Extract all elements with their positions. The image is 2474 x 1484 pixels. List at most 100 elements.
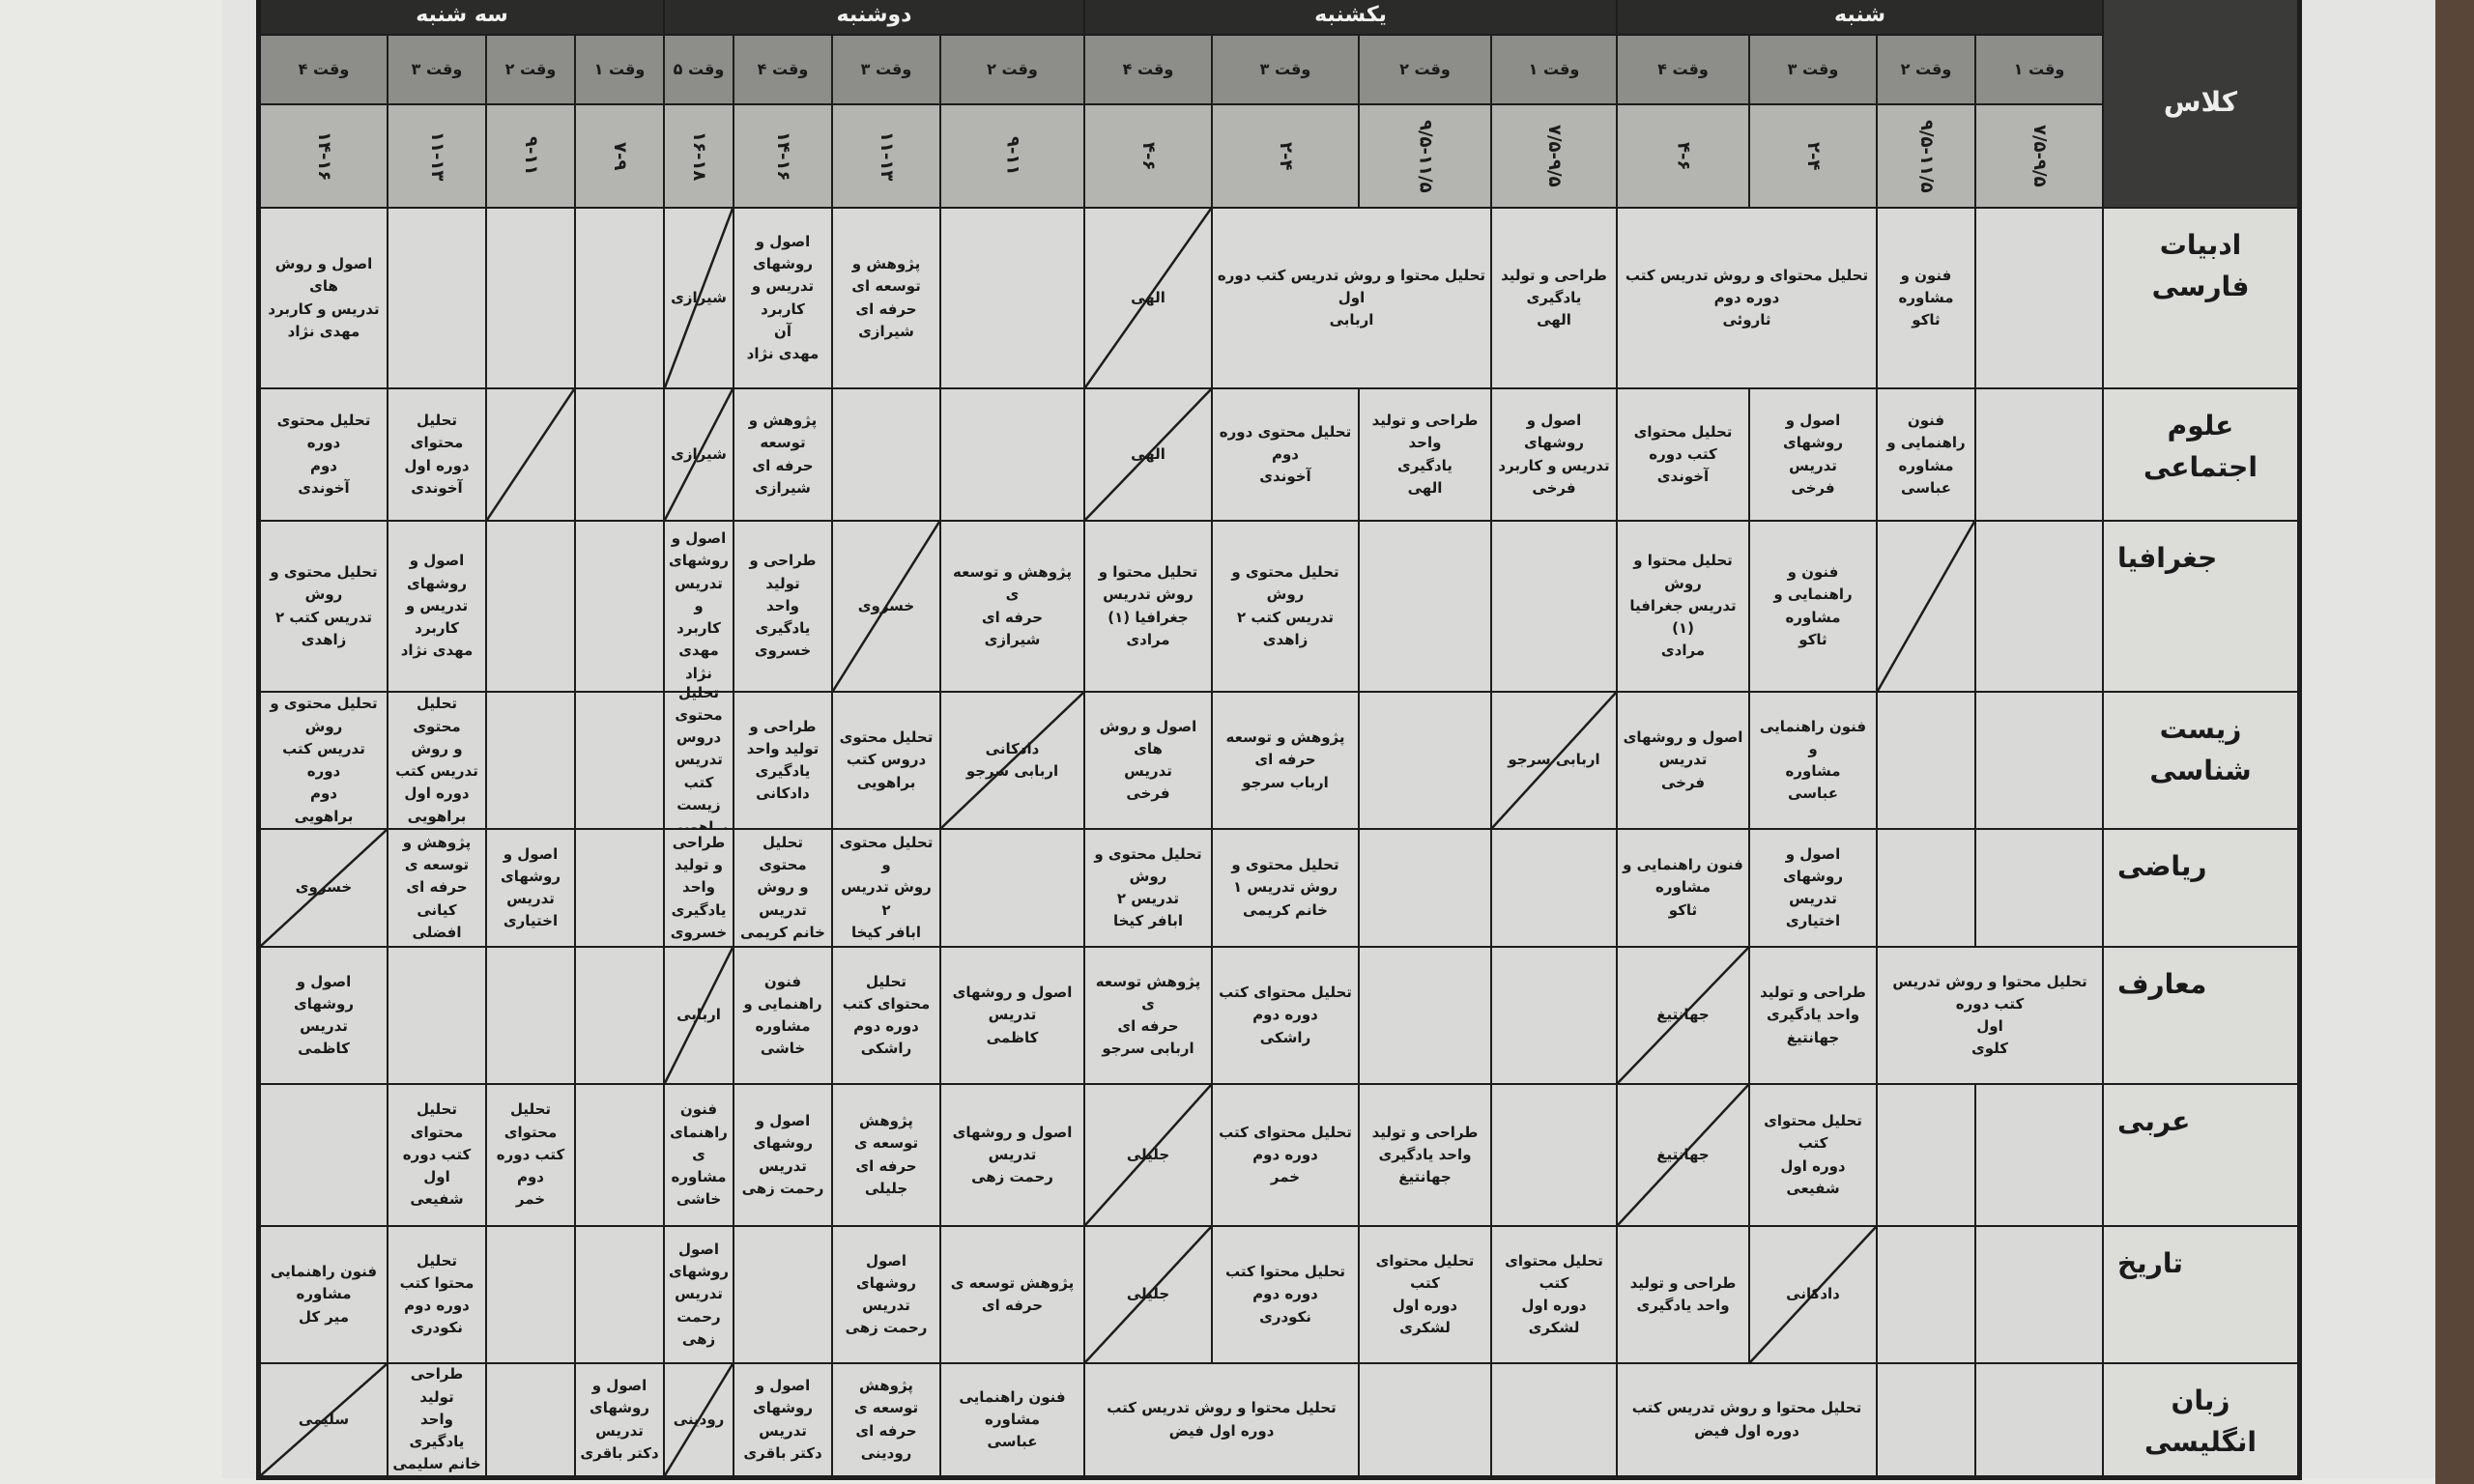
schedule-cell-empty	[1976, 693, 2102, 828]
schedule-cell-slashed: شیرازی	[665, 389, 733, 520]
schedule-cell-slashed: رودینی	[665, 1364, 733, 1475]
schedule-cell-empty	[487, 948, 574, 1083]
time-slot-label: وقت ۱	[1976, 36, 2102, 103]
schedule-cell: اصول روشهای تدریس رحمت زهی	[665, 1227, 733, 1362]
schedule-cell: اصول و روشهای تدریس دکتر باقری	[734, 1364, 831, 1475]
schedule-cell: اصول و روشهای تدریس اختیاری	[1750, 830, 1876, 946]
schedule-cell-empty	[941, 389, 1083, 520]
schedule-cell: فنون راهنمایی و مشاوره عباسی	[1750, 693, 1876, 828]
schedule-cell: تحلیل محتوای کتب دوره دوم راشکی	[833, 948, 939, 1083]
schedule-cell-empty	[941, 209, 1083, 387]
schedule-cell: تحلیل محتوای کتب دوره اول لشکری	[1492, 1227, 1616, 1362]
schedule-cell: پژوهش و توسعه حرفه ای شیرازی	[734, 389, 831, 520]
schedule-cell: اصول و روشهای تدریس و کاربرد آن مهدی نژا…	[734, 209, 831, 387]
schedule-cell-empty	[1976, 830, 2102, 946]
schedule-cell-slashed: سلیمی	[261, 1364, 387, 1475]
schedule-cell: تحلیل محتوی و روش تدریس ۲ ابافر کیخا	[1085, 830, 1211, 946]
schedule-cell-empty	[576, 948, 663, 1083]
schedule-cell: تحلیل محتوای کتب دوره اول شفیعی	[1750, 1085, 1876, 1225]
schedule-cell-empty	[1492, 830, 1616, 946]
schedule-cell-empty	[1360, 830, 1490, 946]
schedule-cell: اصول و روشهای تدریس اختیاری	[487, 830, 574, 946]
schedule-cell-empty	[388, 948, 485, 1083]
day-header: شنبه	[1618, 0, 2102, 34]
schedule-cell-empty	[576, 830, 663, 946]
schedule-cell: تحلیل محتوی دروس تدریس کتب زیست براهویی	[665, 684, 733, 836]
schedule-cell-empty	[487, 1364, 574, 1475]
time-slot-label: وقت ۲	[487, 36, 574, 103]
schedule-cell: تحلیل محتوی و روش تدریس کتب ۲ زاهدی	[261, 522, 387, 691]
schedule-cell-slashed: جلیلی	[1085, 1085, 1211, 1225]
schedule-cell: تحلیل محتوا و روش تدریس کتب دوره اول فیض	[1618, 1364, 1876, 1475]
class-name: ادبیات فارسی	[2104, 209, 2297, 387]
time-slot-label: وقت ۴	[1085, 36, 1211, 103]
class-name: جغرافیا	[2104, 522, 2297, 691]
schedule-cell-slashed	[1878, 522, 1974, 691]
time-slot-label: وقت ۲	[1878, 36, 1974, 103]
time-slot-label: وقت ۴	[261, 36, 387, 103]
schedule-cell-slashed: الهی	[1085, 209, 1211, 387]
schedule-cell: پژوهش توسعه ی حرفه ای	[941, 1227, 1083, 1362]
schedule-cell: فنون راهنمایی مشاوره عباسی	[941, 1364, 1083, 1475]
schedule-cell: اصول و روشهای تدریس رحمت زهی	[734, 1085, 831, 1225]
schedule-cell: تحلیل محتوی و روش تدریس ۲ ابافر کیخا	[833, 830, 939, 946]
schedule-cell: اصول و روشهای تدریس کاظمی	[261, 948, 387, 1083]
time-slot-label: وقت ۱	[1492, 36, 1616, 103]
schedule-cell: فنون راهنمایی و مشاوره ثاکو	[1618, 830, 1748, 946]
schedule-cell-empty	[1360, 948, 1490, 1083]
schedule-cell-empty	[1878, 693, 1974, 828]
schedule-cell-empty	[1976, 522, 2102, 691]
schedule-cell-empty	[1976, 209, 2102, 387]
schedule-cell-empty	[487, 209, 574, 387]
schedule-cell-slashed: خسروی	[833, 522, 939, 691]
schedule-cell: اصول و روشهای تدریس کاظمی	[941, 948, 1083, 1083]
schedule-cell-empty	[576, 1227, 663, 1362]
schedule-cell: پژوهش توسعه ی حرفه ای رودینی	[833, 1364, 939, 1475]
schedule-cell-empty	[1976, 389, 2102, 520]
time-slot-label: وقت ۳	[1750, 36, 1876, 103]
schedule-cell-empty	[576, 522, 663, 691]
time-range: ۱۶-۱۸	[665, 105, 733, 207]
schedule-cell: طراحی و تولید واحد یادگیری جهانتیغ	[1750, 948, 1876, 1083]
schedule-cell: فنون راهنمایی مشاوره میر کل	[261, 1227, 387, 1362]
schedule-cell: تحلیل محتوی دوره دوم آخوندی	[261, 389, 387, 520]
schedule-cell: اصول و روشهای تدریس و کاربرد فرخی	[1492, 389, 1616, 520]
class-name: زیست شناسی	[2104, 693, 2297, 828]
class-name: ریاضی	[2104, 830, 2297, 946]
day-header: دوشنبه	[665, 0, 1083, 34]
schedule-cell-empty	[1976, 1227, 2102, 1362]
schedule-cell-empty	[576, 389, 663, 520]
schedule-cell-slashed: دادکانی اربابی سرجو	[941, 693, 1083, 828]
time-range: ۱۱-۱۳	[833, 105, 939, 207]
schedule-cell: تحلیل محتوی و روش تدریس ۱ خانم کریمی	[1213, 830, 1358, 946]
time-slot-label: وقت ۳	[388, 36, 485, 103]
schedule-cell: فنون و مشاوره ثاکو	[1878, 209, 1974, 387]
schedule-cell-empty	[261, 1085, 387, 1225]
schedule-cell-empty	[1878, 1227, 1974, 1362]
schedule-cell: تحلیل محتوا و روش تدریس کتب دوره اول کلو…	[1878, 948, 2102, 1083]
schedule-cell: تحلیل محتوا و روش تدریس کتب دوره اول فیض	[1085, 1364, 1358, 1475]
schedule-cell: طراحی و تولید واحد یادگیری جهانتیغ	[1360, 1085, 1490, 1225]
time-range: ۱۴-۱۶	[734, 105, 831, 207]
schedule-cell: تحلیل محتوی دروس کتب براهویی	[833, 693, 939, 828]
class-name: عربی	[2104, 1085, 2297, 1225]
time-slot-label: وقت ۵	[665, 36, 733, 103]
schedule-cell-slashed: خسروی	[261, 830, 387, 946]
schedule-cell: فنون راهنمای ی مشاوره خاشی	[665, 1085, 733, 1225]
schedule-cell-slashed: جلیلی	[1085, 1227, 1211, 1362]
time-range: ۲-۴	[1750, 105, 1876, 207]
schedule-cell: تحلیل محتوی و روش تدریس خانم کریمی	[734, 830, 831, 946]
time-range: ۹-۱۱	[941, 105, 1083, 207]
time-range: ۹/۵-۱۱/۵	[1360, 105, 1490, 207]
schedule-cell-empty	[1492, 948, 1616, 1083]
schedule-cell-empty	[833, 389, 939, 520]
schedule-cell: پژوهش و توسعه ی حرفه ای شیرازی	[941, 522, 1083, 691]
schedule-cell: تحلیل محتوی دوره دوم آخوندی	[1213, 389, 1358, 520]
schedule-cell: اصول و روشهای تدریس و کاربرد مهدی نژاد	[388, 522, 485, 691]
schedule-cell-empty	[1360, 1364, 1490, 1475]
class-name: علوم اجتماعی	[2104, 389, 2297, 520]
schedule-cell-slashed: جهانتیغ	[1618, 948, 1748, 1083]
schedule-cell: طراحی تولید واحد یادگیری خانم سلیمی	[388, 1364, 485, 1475]
schedule-cell-empty	[1976, 1364, 2102, 1475]
class-name: زبان انگلیسی	[2104, 1364, 2297, 1475]
